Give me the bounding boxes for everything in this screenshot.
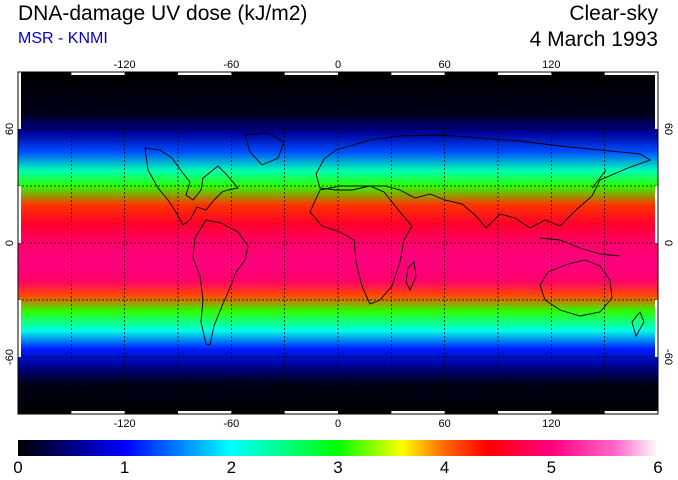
- frame-tick-bar: [18, 186, 21, 243]
- frame-tick-bar: [391, 411, 445, 414]
- frame-tick-bar: [71, 411, 125, 414]
- lat-label-right: 0: [662, 240, 674, 246]
- map-title: DNA-damage UV dose (kJ/m2): [18, 2, 308, 25]
- frame-tick-bar: [655, 300, 658, 357]
- date-label: 4 March 1993: [529, 28, 658, 51]
- frame-tick-bar: [604, 411, 658, 414]
- lon-label-bottom: -60: [223, 418, 239, 430]
- colorbar-tick-label: 1: [119, 458, 130, 477]
- frame-tick-bar: [655, 72, 658, 129]
- lon-label-top: -120: [114, 59, 136, 71]
- frame-tick-bar: [284, 72, 338, 75]
- tick-marks: [18, 72, 658, 414]
- colorbar: [18, 440, 658, 456]
- lon-label-bottom: 120: [542, 418, 560, 430]
- lat-label-left: -60: [4, 349, 16, 365]
- frame-tick-bar: [18, 72, 21, 129]
- colorbar-tick-label: 4: [439, 458, 450, 477]
- australia-coast: [539, 259, 613, 317]
- madagascar-coast: [405, 261, 417, 292]
- frame-tick-bar: [391, 72, 445, 75]
- lat-label-right: 60: [662, 123, 674, 135]
- lon-label-bottom: -120: [114, 418, 136, 430]
- lon-label-bottom: 60: [439, 418, 451, 430]
- colorbar-tick-label: 3: [333, 458, 343, 477]
- japan-coast: [591, 169, 607, 189]
- frame-tick-bar: [498, 411, 552, 414]
- frame-tick-bar: [284, 411, 338, 414]
- graticule: [18, 72, 658, 414]
- eurasia-coast: [315, 134, 652, 229]
- coastlines: [17, 132, 659, 393]
- source-label: MSR - KNMI: [18, 30, 108, 47]
- sky-condition-label: Clear-sky: [569, 2, 658, 25]
- frame-tick-bar: [71, 72, 125, 75]
- colorbar-tick-label: 6: [653, 458, 663, 477]
- colorbar-tick-label: 2: [226, 458, 237, 477]
- greenland-coast: [244, 132, 285, 166]
- frame-tick-bar: [178, 72, 232, 75]
- lon-label-top: 120: [542, 59, 560, 71]
- lon-label-bottom: 0: [335, 418, 341, 430]
- lat-label-right: -60: [662, 349, 674, 365]
- frame-tick-bar: [18, 300, 21, 357]
- tick-labels: -120 -120 -60 -60 0 0 60 60 120 120 60 60 0 0 -60 -60: [4, 59, 674, 430]
- southeast-asia-islands: [539, 237, 621, 257]
- lat-label-left: 0: [4, 240, 16, 246]
- lon-label-top: 60: [439, 59, 451, 71]
- frame-tick-bar: [498, 72, 552, 75]
- lat-label-left: 60: [4, 123, 16, 135]
- frame-tick-bar: [178, 411, 232, 414]
- antarctica-coast: [17, 377, 659, 393]
- north-america-coast: [144, 147, 239, 226]
- lon-label-top: 0: [335, 59, 341, 71]
- south-america-coast: [192, 219, 249, 346]
- map-frame: [17, 71, 659, 415]
- africa-coast: [309, 185, 413, 305]
- new-zealand-coast: [631, 311, 645, 338]
- colorbar-tick-label: 5: [546, 458, 557, 477]
- colorbar-tick-label: 0: [13, 458, 23, 477]
- frame-tick-bar: [655, 186, 658, 243]
- frame-tick-bar: [604, 72, 658, 75]
- lon-label-top: -60: [223, 59, 239, 71]
